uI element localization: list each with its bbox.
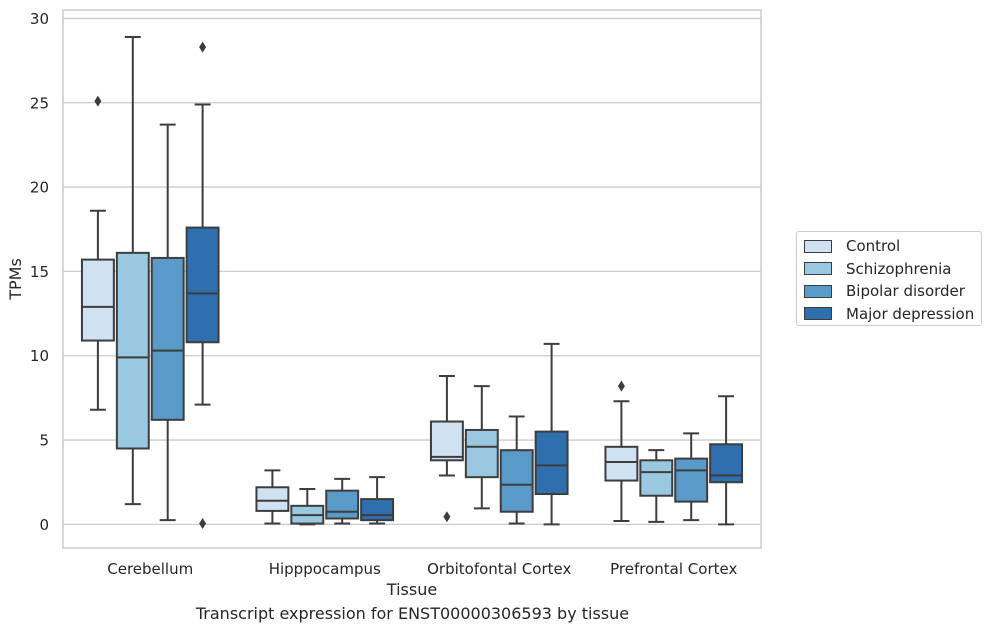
box-3-2 bbox=[674, 432, 709, 522]
y-tick-label: 20 bbox=[30, 179, 49, 197]
box-1-3 bbox=[360, 476, 395, 525]
y-axis-label: TPMs bbox=[6, 258, 25, 301]
box-iqr bbox=[115, 251, 150, 450]
x-tick-label: Hipppocampus bbox=[269, 560, 381, 578]
outlier-point bbox=[199, 41, 207, 53]
legend-swatch bbox=[804, 239, 832, 253]
box-iqr bbox=[464, 428, 499, 479]
box-iqr bbox=[499, 449, 534, 513]
box-iqr bbox=[360, 498, 395, 522]
y-tick-label: 0 bbox=[39, 516, 49, 534]
box-iqr bbox=[185, 226, 220, 344]
box-0-3 bbox=[185, 41, 220, 530]
x-tick-label: Prefrontal Cortex bbox=[610, 560, 737, 578]
box-1-0 bbox=[255, 469, 290, 525]
box-iqr bbox=[150, 256, 185, 421]
legend: Control Schizophrenia Bipolar disorder Majo… bbox=[796, 231, 982, 326]
box-iqr bbox=[604, 445, 639, 482]
x-tick-label: Orbitofontal Cortex bbox=[427, 560, 571, 578]
box-3-3 bbox=[709, 395, 744, 526]
y-tick-label: 5 bbox=[39, 432, 49, 450]
legend-item: Schizophrenia bbox=[804, 258, 981, 281]
legend-label: Major depression bbox=[846, 304, 975, 323]
figure-caption: Transcript expression for ENST0000030659… bbox=[195, 604, 630, 623]
legend-item: Major depression bbox=[804, 303, 981, 326]
y-tick-label: 25 bbox=[30, 94, 49, 112]
box-2-0 bbox=[429, 374, 464, 523]
outlier-point bbox=[199, 518, 207, 530]
box-iqr bbox=[639, 459, 674, 497]
box-1-2 bbox=[325, 477, 360, 525]
box-1-1 bbox=[290, 487, 325, 526]
box-iqr bbox=[709, 443, 744, 484]
box-iqr bbox=[534, 430, 569, 496]
box-iqr bbox=[325, 489, 360, 520]
box-0-1 bbox=[115, 35, 150, 506]
outlier-point bbox=[617, 380, 625, 392]
legend-label: Bipolar disorder bbox=[846, 282, 965, 301]
box-iqr bbox=[674, 457, 709, 503]
box-2-3 bbox=[534, 342, 569, 526]
legend-item: Control bbox=[804, 235, 981, 258]
x-tick-labels: Cerebellum Hipppocampus Orbitofontal Corte… bbox=[107, 560, 737, 578]
legend-label: Schizophrenia bbox=[846, 259, 952, 278]
box-iqr bbox=[429, 420, 464, 462]
box-2-1 bbox=[464, 385, 499, 510]
y-tick-label: 15 bbox=[30, 263, 49, 281]
legend-swatch bbox=[804, 262, 832, 276]
outlier-point bbox=[443, 511, 451, 523]
y-tick-labels: 0 5 10 15 20 25 30 bbox=[30, 10, 49, 534]
x-axis-label: Tissue bbox=[386, 580, 437, 599]
legend-item: Bipolar disorder bbox=[804, 280, 981, 303]
legend-label: Control bbox=[846, 237, 901, 256]
y-tick-label: 10 bbox=[30, 347, 49, 365]
outlier-point bbox=[94, 95, 102, 107]
legend-swatch bbox=[804, 307, 832, 321]
box-iqr bbox=[80, 258, 115, 342]
box-0-2 bbox=[150, 123, 185, 522]
box-2-2 bbox=[499, 415, 534, 525]
box-iqr bbox=[255, 486, 290, 512]
box-3-1 bbox=[639, 449, 674, 523]
y-tick-label: 30 bbox=[30, 10, 49, 28]
legend-swatch bbox=[804, 284, 832, 298]
box-0-0 bbox=[80, 95, 115, 411]
plot-frame bbox=[62, 9, 762, 549]
boxes bbox=[80, 35, 744, 530]
x-tick-label: Cerebellum bbox=[107, 560, 193, 578]
box-3-0 bbox=[604, 380, 639, 523]
